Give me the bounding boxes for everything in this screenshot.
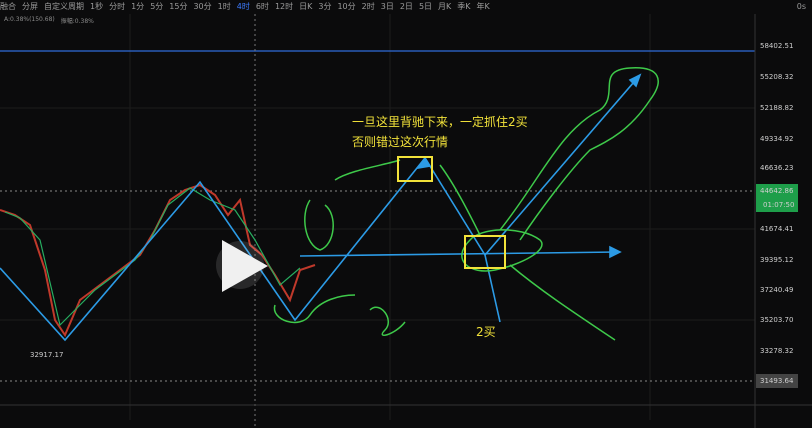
- toolbar-item[interactable]: 月K: [438, 1, 452, 11]
- play-icon[interactable]: [222, 240, 268, 292]
- toolbar-item[interactable]: 1时: [217, 1, 231, 11]
- axis-label: 58402.51: [760, 42, 793, 50]
- info-line: A:0.38%(150.68) 振幅:0.38%: [4, 16, 94, 25]
- toolbar-item[interactable]: 2日: [399, 1, 413, 11]
- toolbar-item[interactable]: 融合: [0, 1, 16, 11]
- toolbar-item[interactable]: 3分: [318, 1, 332, 11]
- toolbar-item[interactable]: 分屏: [22, 1, 38, 11]
- axis-label: 39395.12: [760, 256, 793, 264]
- highlight-box: [464, 235, 506, 269]
- toolbar-item[interactable]: 1秒: [90, 1, 104, 11]
- annotation: 2买: [476, 325, 496, 339]
- change-text: A:0.38%(150.68): [4, 16, 55, 23]
- line-price: 31493.64: [760, 377, 794, 385]
- toolbar-item[interactable]: 1分: [131, 1, 145, 11]
- toolbar-item[interactable]: 2时: [361, 1, 375, 11]
- axis-label: 55208.32: [760, 73, 793, 81]
- axis-label: 37240.49: [760, 286, 793, 294]
- grid: [0, 14, 755, 420]
- axis-label: 46636.23: [760, 164, 793, 172]
- axis-label: 52188.82: [760, 104, 793, 112]
- toolbar-item[interactable]: 12时: [274, 1, 294, 11]
- amplitude-text: 振幅:0.38%: [60, 18, 94, 25]
- toolbar-item[interactable]: 自定义周期: [44, 1, 84, 11]
- current-price: 44642.86: [760, 187, 794, 195]
- annotation: 一旦这里背驰下来，一定抓住2买: [352, 114, 528, 129]
- toolbar-item[interactable]: 15分: [169, 1, 188, 11]
- zigzag: [0, 73, 642, 342]
- axis-label: 33278.32: [760, 347, 793, 355]
- toolbar-item[interactable]: 年K: [476, 1, 490, 11]
- toolbar-item[interactable]: 10分: [337, 1, 356, 11]
- toolbar-item[interactable]: 季K: [457, 1, 471, 11]
- axis-label: 35203.70: [760, 316, 793, 324]
- toolbar: 融合 分屏 自定义周期 1秒 分时 1分 5分 15分 30分 1时 4时 6时 12时 日K 3分 10分 2…: [0, 0, 812, 12]
- hand-drawing: [273, 67, 659, 341]
- toolbar-item[interactable]: 4时: [236, 1, 250, 11]
- low-label: 32917.17: [30, 351, 63, 359]
- toolbar-item[interactable]: 30分: [193, 1, 212, 11]
- price-axis: 58402.51 55208.32 52188.82 49334.92 4663…: [754, 14, 798, 428]
- toolbar-item[interactable]: 6时: [255, 1, 269, 11]
- toolbar-item[interactable]: 3日: [380, 1, 394, 11]
- countdown: 01:07:50: [763, 201, 794, 209]
- toolbar-item[interactable]: 5日: [418, 1, 433, 11]
- highlight-box: [397, 156, 433, 182]
- axis-label: 49334.92: [760, 135, 793, 143]
- toolbar-item[interactable]: 日K: [299, 1, 313, 11]
- toolbar-item[interactable]: 5分: [150, 1, 164, 11]
- axis-label: 41674.41: [760, 225, 793, 233]
- toolbar-right[interactable]: 0s: [796, 1, 806, 11]
- annotation: 否则错过这次行情: [352, 134, 448, 149]
- toolbar-item[interactable]: 分时: [109, 1, 126, 11]
- price-trace: [0, 183, 316, 338]
